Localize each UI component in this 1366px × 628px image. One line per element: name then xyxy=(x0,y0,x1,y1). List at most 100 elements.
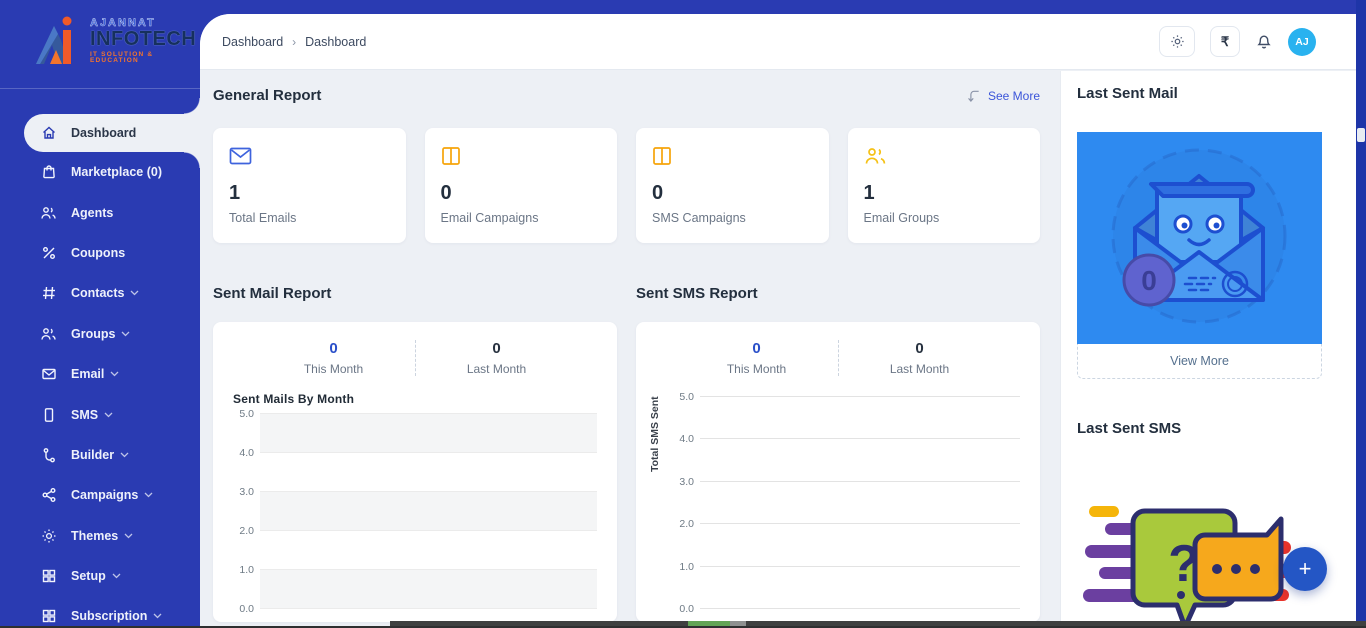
chart-band: 5.0 xyxy=(239,408,597,452)
last-sent-sms-image: ? xyxy=(1083,489,1299,628)
sidebar-item-label: Marketplace (0) xyxy=(71,165,163,180)
sidebar-item-agents[interactable]: Agents xyxy=(0,192,200,232)
last-month-stat: 0 Last Month xyxy=(845,340,995,376)
notifications-button[interactable] xyxy=(1255,32,1273,51)
sidebar-item-label: Coupons xyxy=(71,245,126,260)
brand-tagline: IT SOLUTION & EDUCATION xyxy=(90,50,154,64)
vertical-scrollbar-thumb[interactable] xyxy=(1357,128,1365,142)
stat-card-email-campaigns[interactable]: 0 Email Campaigns xyxy=(424,128,617,252)
sidebar-item-themes[interactable]: Themes xyxy=(0,516,200,556)
sent-mails-chart-plot: 5.0 4.0 3.0 2.0 1.0 0.0 xyxy=(239,408,597,622)
chart-band: 1.0 xyxy=(239,564,597,608)
stat-value: 0 xyxy=(440,182,452,204)
view-more-button[interactable]: View More xyxy=(1077,344,1322,379)
this-month-value: 0 xyxy=(752,340,761,357)
bell-icon xyxy=(1255,32,1273,51)
horizontal-scrollbar-thumb[interactable] xyxy=(688,621,730,628)
home-icon xyxy=(40,125,57,142)
brand-logo[interactable]: AJANNAT INFOTECH IT SOLUTION & EDUCATION xyxy=(0,0,200,80)
mobile-icon xyxy=(40,406,57,423)
breadcrumb-item[interactable]: Dashboard xyxy=(305,34,367,49)
main-column: General Report See More 1 Total Emails 0… xyxy=(200,71,1060,628)
mail-badge-count: 0 xyxy=(1141,265,1157,296)
stat-cards-row: 1 Total Emails 0 Email Campaigns 0 SMS C… xyxy=(213,128,1040,252)
sidebar-item-sms[interactable]: SMS xyxy=(0,394,200,434)
users-icon xyxy=(40,204,57,221)
chart-band: 2.0 xyxy=(239,525,597,569)
last-month-label: Last Month xyxy=(889,362,950,376)
screen-bottom-edge xyxy=(0,626,1366,628)
y-tick-label: 2.0 xyxy=(239,525,254,537)
stat-label: Email Groups xyxy=(863,211,940,225)
chart-gridline-row: 5.0 xyxy=(679,391,1020,438)
horizontal-scrollbar[interactable] xyxy=(390,621,1366,628)
vertical-scrollbar[interactable] xyxy=(1356,0,1366,628)
users-icon xyxy=(40,325,57,342)
sent-mail-chart-card: 0 This Month 0 Last Month Sent Mails By … xyxy=(213,322,617,622)
sidebar-item-builder[interactable]: Builder xyxy=(0,435,200,475)
stat-value: 0 xyxy=(652,182,664,204)
horizontal-scrollbar-thumb-secondary[interactable] xyxy=(730,621,746,628)
grid-icon xyxy=(40,608,57,625)
top-bar-actions: ₹ AJ xyxy=(1159,26,1316,57)
stat-card-total-emails[interactable]: 1 Total Emails xyxy=(213,128,406,252)
chevron-down-icon xyxy=(130,290,139,296)
sidebar-item-label: Themes xyxy=(71,528,119,543)
theme-toggle-button[interactable] xyxy=(1159,26,1195,57)
mail-icon xyxy=(40,366,57,383)
sidebar-item-marketplace[interactable]: Marketplace (0) xyxy=(0,152,200,192)
sidebar-item-dashboard[interactable]: Dashboard xyxy=(24,98,200,168)
avatar[interactable]: AJ xyxy=(1288,27,1316,56)
stat-label: Total Emails xyxy=(229,211,297,225)
chart-title: Sent Mails By Month xyxy=(233,392,355,406)
brand-logo-icon xyxy=(36,16,72,64)
stats-divider xyxy=(837,340,839,376)
stat-value: 1 xyxy=(863,182,875,204)
breadcrumb-item[interactable]: Dashboard xyxy=(222,34,284,49)
sidebar-item-label: Campaigns xyxy=(71,488,139,503)
sidebar-item-campaigns[interactable]: Campaigns xyxy=(0,475,200,515)
brand-text: AJANNAT INFOTECH IT SOLUTION & EDUCATION xyxy=(90,17,196,65)
see-more-label: See More xyxy=(987,88,1040,103)
sidebar-item-coupons[interactable]: Coupons xyxy=(0,233,200,273)
sidebar-item-email[interactable]: Email xyxy=(0,354,200,394)
currency-button[interactable]: ₹ xyxy=(1210,26,1240,57)
view-more-label: View More xyxy=(1170,354,1229,368)
y-tick-label: 3.0 xyxy=(679,475,694,488)
last-month-value: 0 xyxy=(492,340,501,357)
sent-sms-chart-card: 0 This Month 0 Last Month Total SMS Sent… xyxy=(636,322,1040,622)
sidebar-divider xyxy=(0,88,200,89)
sidebar-item-setup[interactable]: Setup xyxy=(0,556,200,596)
y-tick-label: 0.0 xyxy=(239,603,254,615)
stat-card-email-groups[interactable]: 1 Email Groups xyxy=(847,128,1040,252)
chart-section-headers: Sent Mail Report Sent SMS Report xyxy=(213,285,1040,302)
grid-icon xyxy=(40,568,57,585)
plus-icon: + xyxy=(1298,556,1312,581)
this-month-label: This Month xyxy=(303,362,364,376)
chart-gridline-row: 3.0 xyxy=(679,476,1020,523)
breadcrumb: Dashboard › Dashboard xyxy=(222,35,366,49)
sidebar-item-contacts[interactable]: Contacts xyxy=(0,273,200,313)
sidebar-item-groups[interactable]: Groups xyxy=(0,314,200,354)
section-title-sent-sms-report: Sent SMS Report xyxy=(636,285,758,302)
columns-icon xyxy=(652,146,813,166)
stat-card-sms-campaigns[interactable]: 0 SMS Campaigns xyxy=(636,128,829,252)
chart-band: 3.0 xyxy=(239,486,597,530)
sidebar-item-label: SMS xyxy=(71,407,99,422)
y-tick-label: 1.0 xyxy=(679,560,694,573)
add-button[interactable]: + xyxy=(1283,547,1327,591)
sidebar-menu: Dashboard Marketplace (0) Agents Coupons… xyxy=(0,98,200,628)
mail-icon xyxy=(229,146,390,166)
charts-row: 0 This Month 0 Last Month Sent Mails By … xyxy=(213,322,1040,622)
chart-band: 0.0 xyxy=(239,603,597,616)
chevron-down-icon xyxy=(110,371,119,377)
last-sent-mail-image[interactable]: 0 xyxy=(1077,132,1322,344)
sidebar-item-label: Groups xyxy=(71,326,116,341)
this-month-stat: 0 This Month xyxy=(259,340,409,376)
percent-icon xyxy=(40,244,57,261)
chevron-down-icon xyxy=(144,492,153,498)
see-more-link[interactable]: See More xyxy=(967,89,1040,103)
content: General Report See More 1 Total Emails 0… xyxy=(200,71,1356,628)
chart-gridline-row: 2.0 xyxy=(679,518,1020,565)
sidebar-item-subscription[interactable]: Subscription xyxy=(0,596,200,628)
